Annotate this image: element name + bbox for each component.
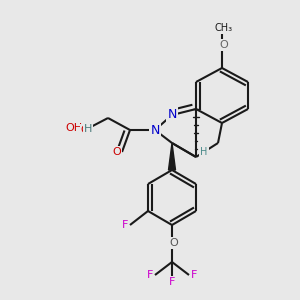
- Text: O: O: [81, 125, 89, 135]
- Text: O: O: [220, 40, 228, 50]
- Text: F: F: [191, 270, 197, 280]
- Text: F: F: [122, 220, 128, 230]
- Text: H: H: [200, 147, 208, 157]
- Text: N: N: [167, 109, 177, 122]
- Text: OH: OH: [65, 123, 82, 133]
- Polygon shape: [169, 143, 176, 170]
- Text: F: F: [147, 270, 153, 280]
- Text: O: O: [169, 238, 178, 248]
- Text: N: N: [150, 124, 160, 136]
- Text: O: O: [112, 147, 122, 157]
- Text: CH₃: CH₃: [215, 23, 233, 33]
- Text: H: H: [84, 124, 92, 134]
- Text: F: F: [169, 277, 175, 287]
